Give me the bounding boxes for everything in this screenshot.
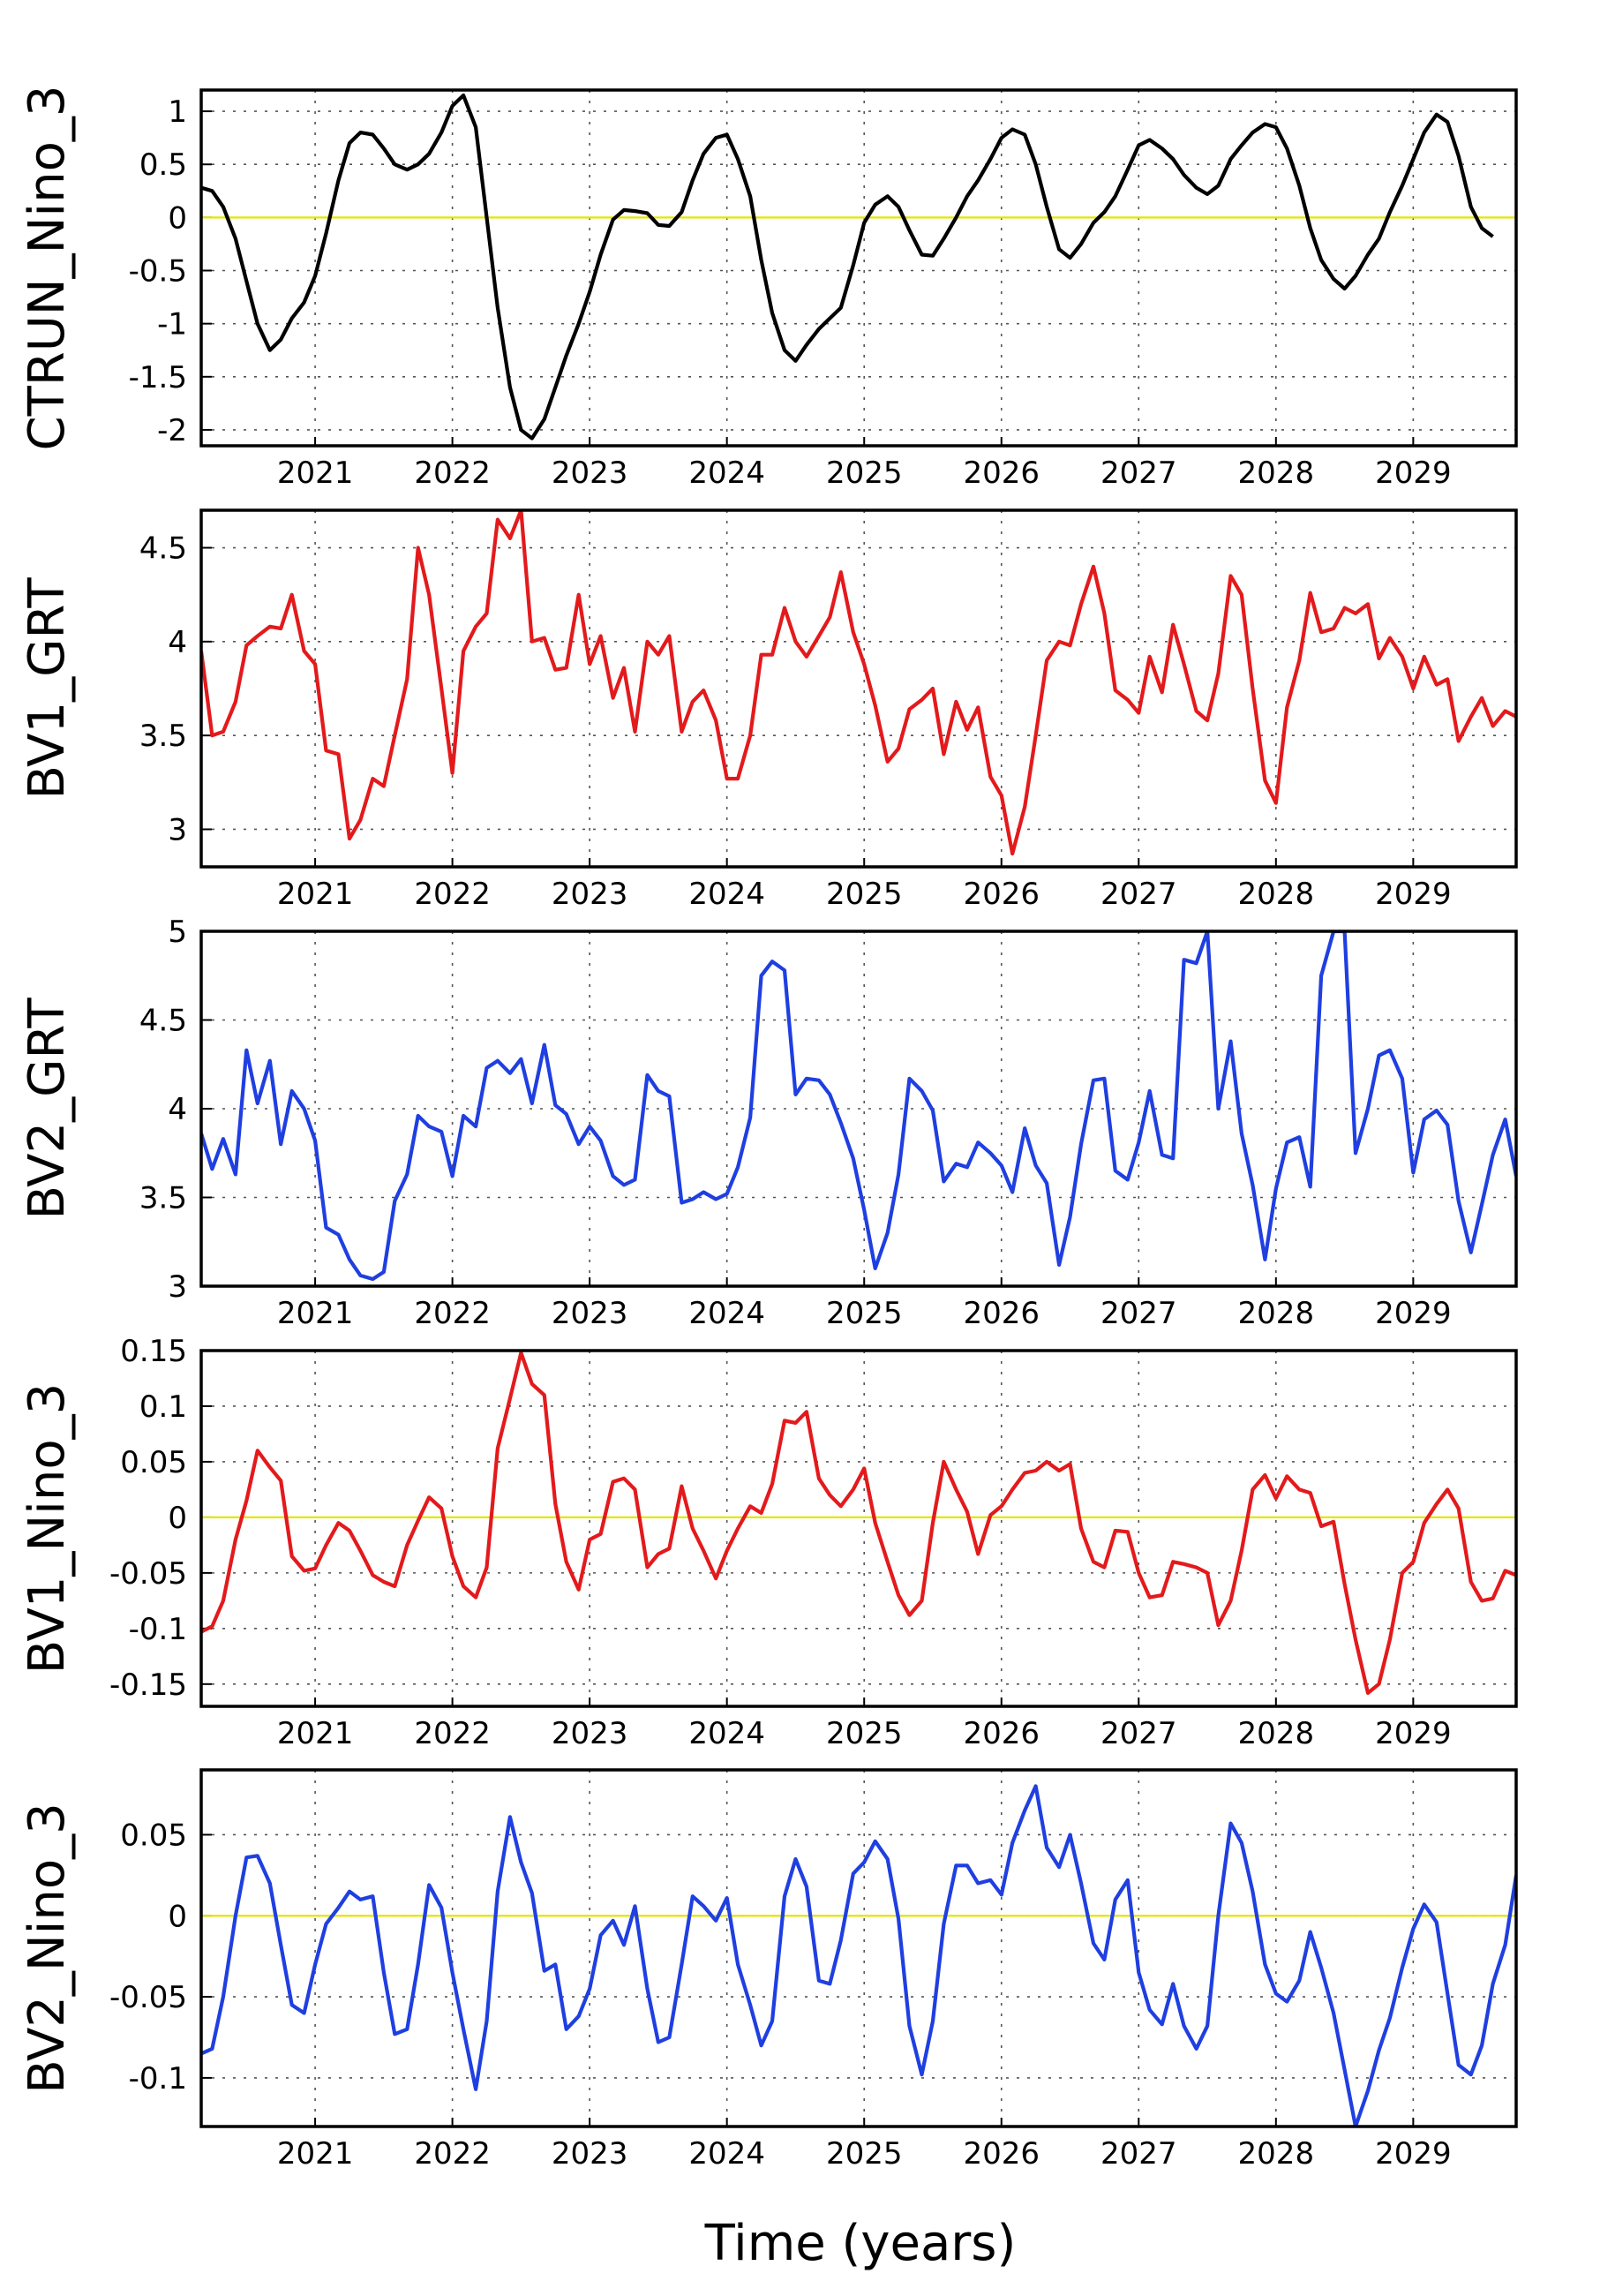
plot-frame [199,1768,1518,2128]
y-tick-label: 0 [168,1899,187,1934]
y-tick-label: 0.15 [120,1334,187,1369]
panel-bv1-nino-3: 2021 2022 2023 2024 2025 2026 2027 2028 2029 0.15… [19,1334,1518,1751]
y-tick-label: 4.5 [139,531,187,567]
x-tick-label: 2029 [1375,1716,1452,1751]
panels: 2021 2022 2023 2024 2025 2026 2027 2028 2029 1 0.5… [19,86,1518,2172]
x-tick-label: 2022 [414,1296,491,1331]
plot-frame [199,508,1518,869]
y-axis-label: BV2_GRT [19,997,76,1220]
y-tick-label: -0.05 [109,1556,187,1592]
series-line [201,1351,1516,1696]
x-tick-label: 2026 [963,1296,1040,1331]
y-tick-label: 0.05 [120,1445,187,1480]
x-tick-label: 2022 [414,1716,491,1751]
series-line [201,1784,1516,2127]
x-tick-label: 2021 [277,1296,354,1331]
x-tick-label: 2024 [688,2136,765,2172]
x-tick-label: 2026 [963,2136,1040,2172]
x-tick-label: 2027 [1100,1716,1177,1751]
x-tick-label: 2021 [277,877,354,912]
x-tick-label: 2021 [277,455,354,491]
y-tick-label: 4 [168,1092,187,1127]
series-line [201,510,1516,856]
x-axis-label: Time (years) [704,2215,1017,2272]
x-tick-label: 2026 [963,1716,1040,1751]
y-tick-label: -0.5 [129,254,187,290]
x-tick-label: 2029 [1375,2136,1452,2172]
x-tick-label: 2024 [688,1296,765,1331]
x-tick-label: 2022 [414,2136,491,2172]
x-tick-label: 2024 [688,877,765,912]
y-tick-label: 0.1 [139,1389,187,1425]
y-tick-label: 3.5 [139,1181,187,1216]
x-tick-label: 2023 [552,1296,628,1331]
x-tick-label: 2027 [1100,877,1177,912]
y-tick-label: 5 [168,915,187,950]
y-tick-label: 0.5 [139,147,187,183]
x-tick-label: 2028 [1238,2136,1315,2172]
x-tick-label: 2024 [688,1716,765,1751]
x-tick-label: 2022 [414,877,491,912]
y-axis-label: BV1_Nino_3 [19,1383,76,1674]
series-line [201,931,1516,1282]
x-tick-label: 2022 [414,455,491,491]
y-tick-label: -1.5 [129,360,187,395]
y-tick-label: 3.5 [139,719,187,754]
x-tick-label: 2029 [1375,455,1452,491]
x-tick-label: 2023 [552,877,628,912]
y-axis-label: BV2_Nino_3 [19,1803,76,2093]
x-tick-label: 2028 [1238,1296,1315,1331]
panel-bv1-grt: 2021 2022 2023 2024 2025 2026 2027 2028 2029 4.5 4… [19,508,1518,912]
x-tick-label: 2026 [963,455,1040,491]
plot-frame [199,1349,1518,1708]
x-tick-label: 2028 [1238,877,1315,912]
y-axis-label: CTRUN_Nino_3 [19,86,76,451]
x-tick-label: 2021 [277,1716,354,1751]
panel-bv2-grt: 2021 2022 2023 2024 2025 2026 2027 2028 2029 5 4.5… [19,915,1518,1331]
x-tick-label: 2025 [826,877,903,912]
x-tick-label: 2027 [1100,1296,1177,1331]
series-line [201,93,1494,440]
panel-ctrun-nino-3: 2021 2022 2023 2024 2025 2026 2027 2028 2029 1 0.5… [19,86,1518,491]
y-tick-label: 3 [168,1269,187,1305]
x-tick-label: 2028 [1238,455,1315,491]
panel-bv2-nino-3: 2021 2022 2023 2024 2025 2026 2027 2028 2029 0.05… [19,1768,1518,2172]
x-tick-label: 2023 [552,1716,628,1751]
y-tick-label: -2 [157,413,187,448]
x-tick-label: 2025 [826,455,903,491]
y-tick-label: -0.15 [109,1667,187,1703]
y-tick-label: 3 [168,812,187,847]
x-tick-label: 2023 [552,455,628,491]
x-tick-label: 2023 [552,2136,628,2172]
plot-frame [199,88,1518,448]
y-tick-label: 0 [168,1501,187,1536]
x-tick-label: 2025 [826,2136,903,2172]
y-tick-label: 4 [168,625,187,660]
y-tick-label: -0.1 [129,2061,187,2097]
x-tick-label: 2027 [1100,2136,1177,2172]
x-tick-label: 2025 [826,1296,903,1331]
plot-frame [199,930,1518,1288]
x-tick-label: 2029 [1375,1296,1452,1331]
y-axis-label: BV1_GRT [19,577,76,800]
x-tick-label: 2021 [277,2136,354,2172]
y-tick-label: 4.5 [139,1004,187,1039]
x-tick-label: 2027 [1100,455,1177,491]
y-tick-label: 0 [168,200,187,236]
x-tick-label: 2024 [688,455,765,491]
x-tick-label: 2029 [1375,877,1452,912]
y-tick-label: -0.1 [129,1612,187,1647]
x-tick-label: 2026 [963,877,1040,912]
x-tick-label: 2028 [1238,1716,1315,1751]
y-tick-label: -0.05 [109,1980,187,2015]
y-tick-label: -1 [157,307,187,343]
y-tick-label: 1 [168,94,187,130]
x-tick-label: 2025 [826,1716,903,1751]
y-tick-label: 0.05 [120,1818,187,1853]
